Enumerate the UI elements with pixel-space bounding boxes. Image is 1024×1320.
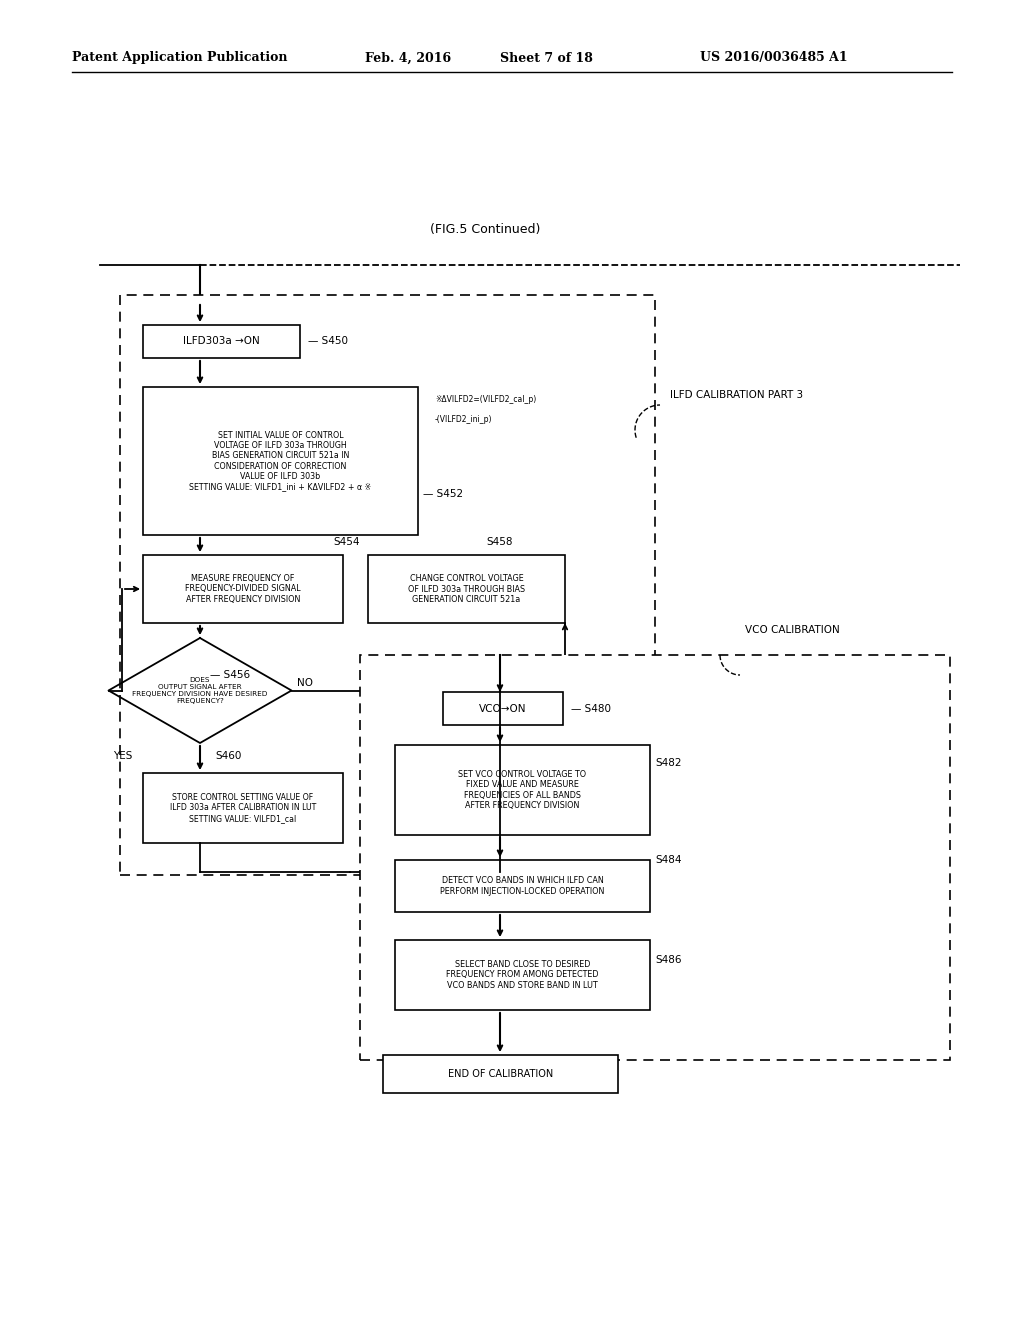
Text: S454: S454 bbox=[333, 537, 359, 546]
Text: US 2016/0036485 A1: US 2016/0036485 A1 bbox=[700, 51, 848, 65]
Bar bbox=[368, 554, 565, 623]
Text: — S480: — S480 bbox=[571, 704, 611, 714]
Text: S484: S484 bbox=[655, 855, 682, 865]
Text: (FIG.5 Continued): (FIG.5 Continued) bbox=[430, 223, 541, 236]
Text: S486: S486 bbox=[655, 954, 682, 965]
Text: SET VCO CONTROL VOLTAGE TO
FIXED VALUE AND MEASURE
FREQUENCIES OF ALL BANDS
AFTE: SET VCO CONTROL VOLTAGE TO FIXED VALUE A… bbox=[459, 770, 587, 810]
Text: NO: NO bbox=[297, 677, 312, 688]
Text: VCO CALIBRATION: VCO CALIBRATION bbox=[745, 624, 840, 635]
Text: — S452: — S452 bbox=[423, 488, 463, 499]
Text: DOES
OUTPUT SIGNAL AFTER
FREQUENCY DIVISION HAVE DESIRED
FREQUENCY?: DOES OUTPUT SIGNAL AFTER FREQUENCY DIVIS… bbox=[132, 677, 267, 704]
Bar bbox=[143, 387, 418, 535]
Bar bbox=[395, 940, 650, 1010]
Text: Feb. 4, 2016: Feb. 4, 2016 bbox=[365, 51, 452, 65]
Bar bbox=[383, 1055, 618, 1093]
Text: S458: S458 bbox=[486, 537, 513, 546]
Text: -(VILFD2_ini_p): -(VILFD2_ini_p) bbox=[435, 414, 493, 424]
Text: ※ΔVILFD2=(VILFD2_cal_p): ※ΔVILFD2=(VILFD2_cal_p) bbox=[435, 395, 537, 404]
Text: DETECT VCO BANDS IN WHICH ILFD CAN
PERFORM INJECTION-LOCKED OPERATION: DETECT VCO BANDS IN WHICH ILFD CAN PERFO… bbox=[440, 876, 605, 896]
Text: SET INITIAL VALUE OF CONTROL
VOLTAGE OF ILFD 303a THROUGH
BIAS GENERATION CIRCUI: SET INITIAL VALUE OF CONTROL VOLTAGE OF … bbox=[189, 430, 372, 491]
Text: S482: S482 bbox=[655, 758, 682, 768]
Text: END OF CALIBRATION: END OF CALIBRATION bbox=[447, 1069, 553, 1078]
Bar bbox=[120, 294, 655, 875]
Bar bbox=[143, 325, 300, 358]
Text: STORE CONTROL SETTING VALUE OF
ILFD 303a AFTER CALIBRATION IN LUT
SETTING VALUE:: STORE CONTROL SETTING VALUE OF ILFD 303a… bbox=[170, 793, 316, 822]
Text: Patent Application Publication: Patent Application Publication bbox=[72, 51, 288, 65]
Text: Sheet 7 of 18: Sheet 7 of 18 bbox=[500, 51, 593, 65]
Bar bbox=[443, 692, 563, 725]
Bar bbox=[395, 861, 650, 912]
Text: ILFD303a →ON: ILFD303a →ON bbox=[183, 337, 260, 346]
Text: — S450: — S450 bbox=[308, 337, 348, 346]
Bar bbox=[395, 744, 650, 836]
Bar bbox=[143, 554, 343, 623]
Bar bbox=[143, 774, 343, 843]
Text: VCO→ON: VCO→ON bbox=[479, 704, 526, 714]
Text: — S456: — S456 bbox=[210, 669, 250, 680]
Text: SELECT BAND CLOSE TO DESIRED
FREQUENCY FROM AMONG DETECTED
VCO BANDS AND STORE B: SELECT BAND CLOSE TO DESIRED FREQUENCY F… bbox=[446, 960, 599, 990]
Text: ILFD CALIBRATION PART 3: ILFD CALIBRATION PART 3 bbox=[670, 389, 803, 400]
Text: CHANGE CONTROL VOLTAGE
OF ILFD 303a THROUGH BIAS
GENERATION CIRCUIT 521a: CHANGE CONTROL VOLTAGE OF ILFD 303a THRO… bbox=[408, 574, 525, 605]
Text: S460: S460 bbox=[215, 751, 242, 762]
Bar bbox=[360, 655, 950, 1060]
Text: MEASURE FREQUENCY OF
FREQUENCY-DIVIDED SIGNAL
AFTER FREQUENCY DIVISION: MEASURE FREQUENCY OF FREQUENCY-DIVIDED S… bbox=[185, 574, 301, 605]
Text: YES: YES bbox=[114, 751, 133, 762]
